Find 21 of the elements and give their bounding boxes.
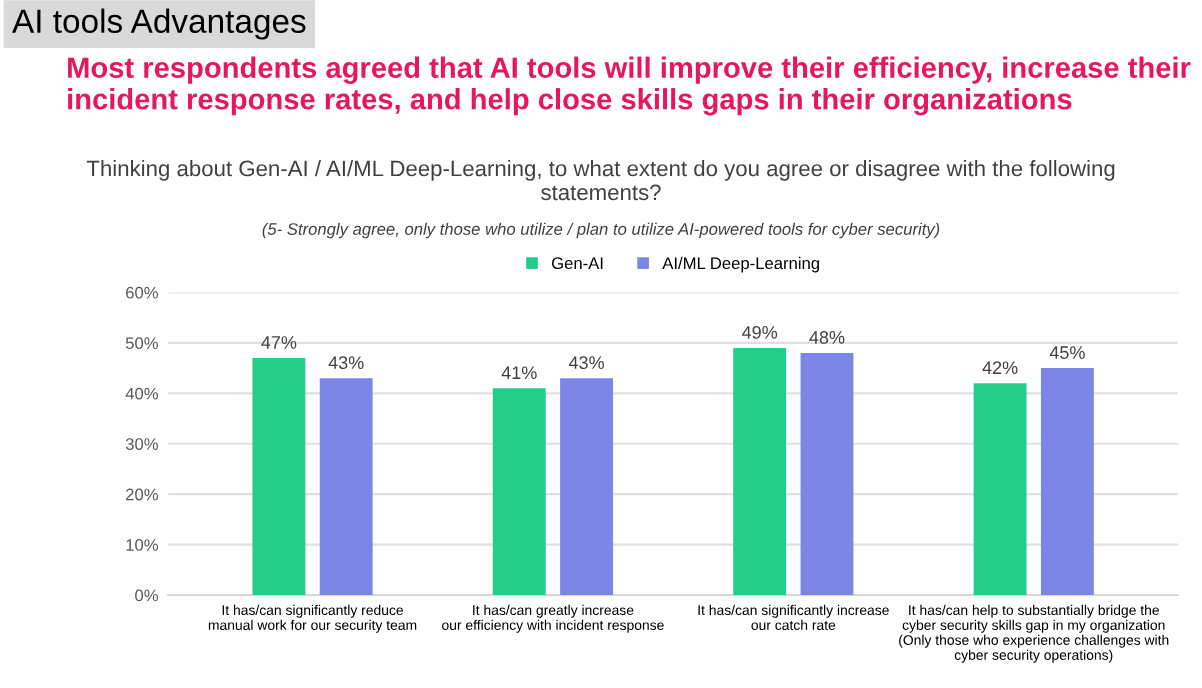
data-label: 43% <box>568 356 604 370</box>
y-tick-label: 0% <box>135 589 158 602</box>
y-tick-label: 10% <box>126 539 158 551</box>
legend-label: AI/ML Deep-Learning <box>662 256 820 273</box>
data-label: 42% <box>982 361 1018 375</box>
data-label: 47% <box>261 336 297 349</box>
y-tick-label: 50% <box>125 337 158 350</box>
y-tick-label: 20% <box>126 488 158 501</box>
legend-label: Gen-AI <box>552 257 603 270</box>
data-label: 45% <box>1049 346 1085 359</box>
y-tick-label: 30% <box>125 438 158 450</box>
text: (5- Strongly agree, only those who utilize / plan to utilize AI-powered tools for cyber security) <box>262 222 940 239</box>
text: Thinking about Gen-AI / AI/ML Deep-Learning, to what extent do you agree or disagree with the following statements? <box>86 159 1115 201</box>
data-label: 41% <box>501 366 537 380</box>
y-tick-label: 40% <box>125 387 158 400</box>
chart-subtitle: Most respondents agreed that AI tools will improve their efficiency, increase their incident response rates, and help close skills gaps in their organizations <box>68 56 1191 116</box>
data-label: 49% <box>742 325 778 339</box>
chart-title: AI tools Advantages <box>12 8 306 40</box>
data-label: 43% <box>328 356 364 370</box>
data-label: 48% <box>809 331 845 344</box>
y-tick-label: 60% <box>126 286 158 299</box>
